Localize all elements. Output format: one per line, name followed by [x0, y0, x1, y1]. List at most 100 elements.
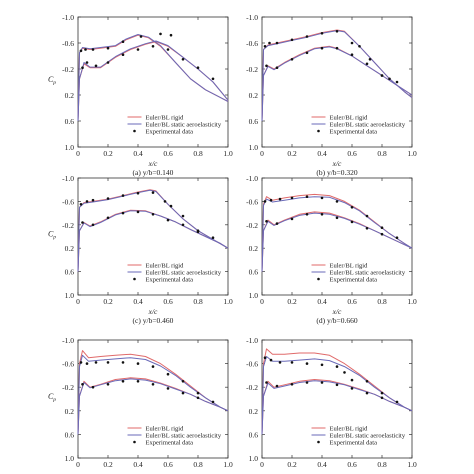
data-point	[305, 213, 309, 216]
x-tick-label: 0.6	[163, 297, 173, 306]
data-point	[121, 380, 125, 383]
data-point	[121, 361, 125, 364]
data-point	[106, 61, 110, 64]
data-point	[121, 211, 125, 215]
data-point	[269, 198, 273, 202]
data-point	[166, 218, 170, 222]
legend-label: Experimental data	[146, 277, 194, 284]
x-tick-label: 0.8	[193, 460, 203, 469]
data-point	[136, 48, 140, 51]
legend-label: Euler/BL static aeroelasticity	[146, 270, 222, 277]
data-point	[91, 48, 95, 51]
legend-label: Euler/BL rigid	[146, 426, 185, 433]
data-point	[365, 380, 369, 383]
chart-panel-3: -1.0-0.6-0.20.20.61.00 0.2 0.4 0.6 0.8 1.0Cpx…	[48, 174, 233, 325]
data-point	[81, 383, 84, 386]
data-point	[305, 35, 309, 38]
data-point	[211, 77, 215, 81]
y-tick-label: -0.6	[246, 39, 258, 48]
series-line-aeroelastic-upper	[261, 30, 413, 122]
data-point	[79, 361, 83, 364]
data-point	[91, 198, 95, 202]
data-point	[91, 223, 95, 227]
y-tick-label: 0.2	[65, 91, 75, 100]
y-tick-label: 1.0	[249, 143, 259, 152]
data-point	[151, 213, 155, 216]
data-point	[263, 45, 267, 48]
data-point	[275, 41, 279, 45]
plot-frame	[261, 16, 413, 148]
y-tick-label: -0.2	[62, 221, 74, 230]
data-point	[275, 222, 279, 225]
x-tick-label: 0.6	[347, 149, 357, 158]
data-point	[79, 49, 83, 53]
legend-label: Experimental data	[146, 440, 194, 447]
x-tick-label: 1.0	[407, 460, 417, 469]
y-tick-label: -0.6	[62, 360, 74, 369]
x-tick-label: 0.2	[103, 460, 113, 469]
legend-swatch	[317, 129, 320, 133]
data-point	[211, 236, 215, 239]
y-tick-label: 0.6	[249, 268, 259, 277]
x-tick-label: 0.6	[163, 149, 173, 158]
x-tick-label: 0.6	[347, 460, 357, 469]
data-point	[290, 361, 294, 364]
x-axis-label: x/c	[148, 159, 158, 168]
series-line-aeroelastic-upper	[77, 354, 229, 435]
chart-panel-1: -1.0-0.6-0.20.20.61.00 0.2 0.4 0.6 0.8 1.0Cpx…	[48, 13, 233, 177]
chart-panel-6: -1.0-0.6-0.20.20.61.00 0.2 0.4 0.6 0.8 1.0Eul…	[246, 336, 417, 469]
y-tick-label: 1.0	[65, 454, 75, 463]
data-point	[166, 372, 170, 376]
legend-label: Euler/BL static aeroelasticity	[330, 270, 406, 277]
data-point	[181, 380, 185, 383]
data-point	[365, 391, 369, 395]
x-tick-label: 0.4	[317, 297, 327, 306]
legend-label: Experimental data	[330, 277, 378, 284]
data-point	[290, 58, 294, 61]
data-point	[181, 391, 185, 395]
data-point	[305, 195, 309, 198]
legend-label: Euler/BL rigid	[146, 115, 185, 122]
data-point	[320, 196, 324, 200]
data-point	[196, 391, 200, 395]
y-tick-label: -0.6	[246, 360, 258, 369]
x-axis-label: x/c	[332, 307, 342, 316]
x-tick-label: 0.6	[347, 297, 357, 306]
y-tick-label: -0.6	[62, 197, 74, 206]
data-point	[151, 365, 155, 368]
data-point	[350, 220, 354, 224]
x-tick-label: 0	[76, 297, 80, 306]
legend-label: Euler/BL rigid	[330, 263, 369, 270]
x-tick-label: 0	[260, 149, 264, 158]
data-point	[290, 38, 294, 42]
data-point	[275, 384, 279, 388]
data-point	[84, 48, 87, 51]
data-point	[196, 66, 200, 69]
y-tick-label: -0.2	[246, 65, 258, 74]
data-point	[275, 66, 279, 69]
x-tick-label: 0.8	[193, 297, 203, 306]
legend-label: Euler/BL static aeroelasticity	[330, 122, 406, 129]
y-tick-label: 0.2	[249, 407, 259, 416]
series-line-rigid-lower	[261, 45, 413, 122]
data-point	[121, 53, 125, 56]
plot-frame	[77, 177, 229, 296]
y-tick-label: -1.0	[246, 336, 258, 345]
plot-frame	[261, 177, 413, 296]
data-point	[335, 200, 339, 203]
data-point	[290, 383, 294, 386]
data-point	[159, 32, 162, 36]
y-axis-label: Cp	[48, 230, 56, 241]
data-point	[106, 46, 110, 50]
series-line-aeroelastic-upper	[77, 189, 229, 272]
y-tick-label: 0.6	[249, 117, 259, 126]
y-tick-label: -0.6	[62, 39, 74, 48]
data-point	[85, 200, 89, 203]
legend-label: Euler/BL static aeroelasticity	[330, 433, 406, 440]
series-line-aeroelastic-upper	[77, 34, 229, 122]
data-point	[265, 220, 268, 223]
data-point	[151, 45, 155, 48]
data-point	[365, 62, 369, 66]
y-tick-label: 1.0	[65, 291, 75, 300]
